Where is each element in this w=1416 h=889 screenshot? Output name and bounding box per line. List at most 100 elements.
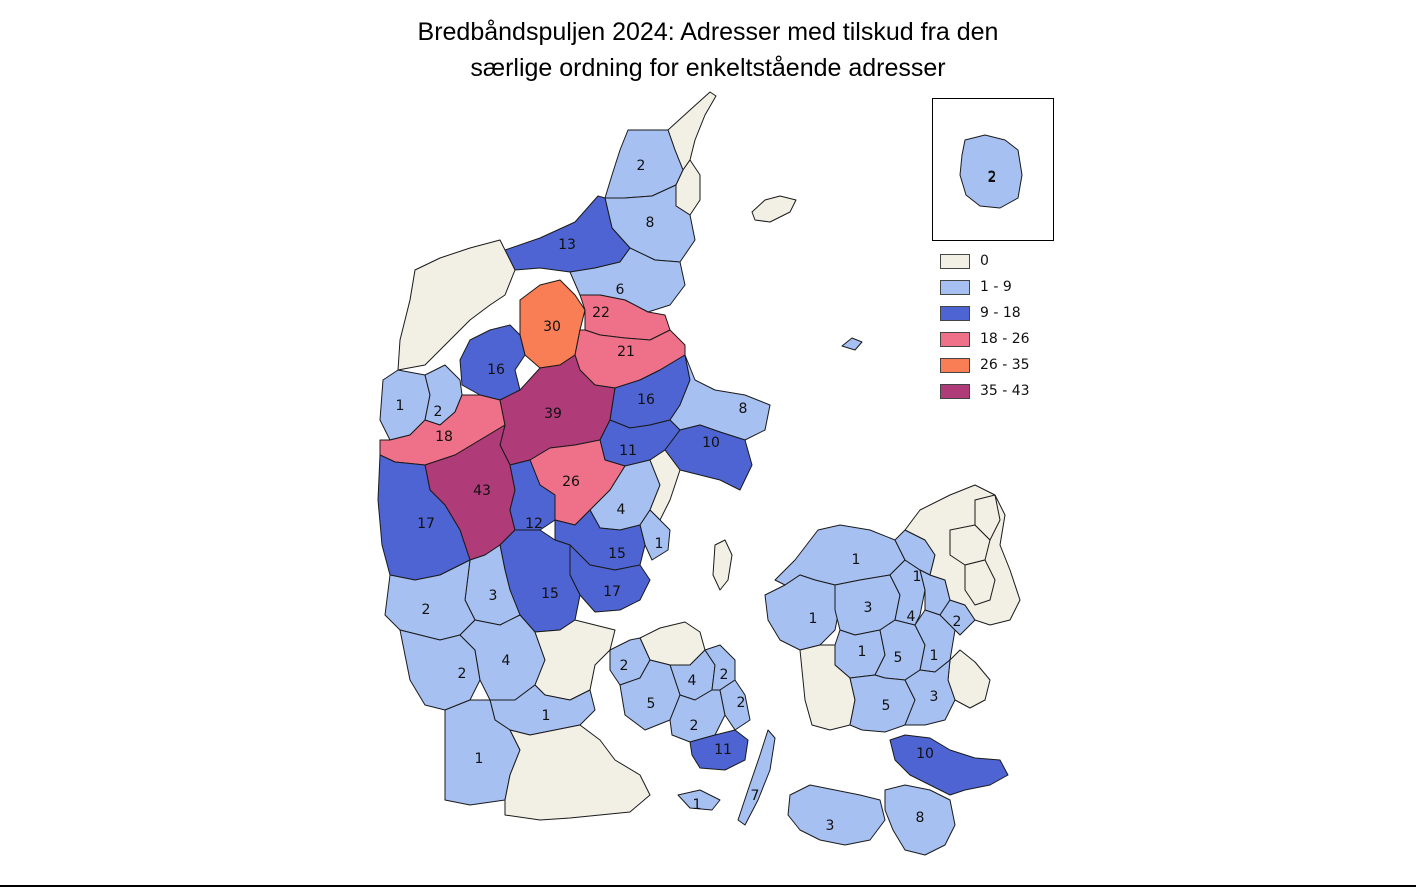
region-count-label: 2: [720, 667, 729, 683]
legend-swatch: [940, 253, 970, 269]
region-count-label: 2: [953, 614, 962, 630]
legend-label: 35 - 43: [980, 383, 1030, 399]
island-anholt[interactable]: [841, 337, 863, 351]
region-count-label: 4: [688, 673, 697, 689]
region-zealand-1-west[interactable]: [764, 574, 841, 651]
region-count-label: 1: [396, 398, 405, 414]
legend-swatch: [940, 305, 970, 321]
region-count-label: 8: [646, 215, 655, 231]
region-horsens-neutral[interactable]: [649, 449, 681, 521]
region-count-label: 30: [543, 319, 561, 335]
region-count-label: 15: [541, 586, 559, 602]
region-count-label: 1: [930, 648, 939, 664]
region-count-label: 1: [475, 751, 484, 767]
region-funen-2-east[interactable]: [719, 679, 751, 731]
region-count-label: 4: [502, 653, 511, 669]
region-2-sw[interactable]: [399, 629, 481, 711]
island-laeso[interactable]: [751, 195, 797, 223]
region-count-label: 12: [525, 516, 543, 532]
region-count-label: 39: [544, 406, 562, 422]
title-line-1: Bredbåndspuljen 2024: Adresser med tilsk…: [417, 18, 999, 46]
region-3-lolland[interactable]: [787, 784, 886, 846]
region-count-label: 4: [907, 609, 916, 625]
region-10-mon[interactable]: [889, 734, 1009, 796]
region-count-label: 1: [693, 797, 702, 813]
region-kolding-neutral[interactable]: [534, 619, 616, 701]
region-count-label: 17: [417, 516, 435, 532]
region-count-label: 8: [916, 810, 925, 826]
region-capital-c[interactable]: [974, 494, 1001, 541]
region-11-svendborg[interactable]: [689, 729, 749, 771]
region-count-label: 11: [619, 443, 637, 459]
region-count-label: 15: [608, 546, 626, 562]
legend-item: 35 - 43: [940, 378, 1030, 404]
legend-item: 9 - 18: [940, 300, 1030, 326]
region-count-label: 18: [435, 429, 453, 445]
region-count-label: 2: [458, 666, 467, 682]
region-count-label: 2: [737, 695, 746, 711]
region-1-aero[interactable]: [677, 789, 721, 811]
legend-item: 1 - 9: [940, 274, 1030, 300]
region-count-label: 3: [864, 600, 873, 616]
region-capital-b[interactable]: [964, 559, 996, 606]
legend-swatch: [940, 357, 970, 373]
legend: 0 1 - 9 9 - 18 18 - 26 26 - 35 35 - 43: [940, 248, 1030, 404]
region-16-west[interactable]: [459, 324, 526, 401]
region-8-falster[interactable]: [884, 784, 956, 856]
title-line-2: særlige ordning for enkeltstående adress…: [470, 54, 946, 82]
region-count-label: 2: [422, 602, 431, 618]
region-count-label: 2: [690, 718, 699, 734]
region-count-label: 11: [714, 742, 732, 758]
legend-swatch: [940, 383, 970, 399]
region-count-label: 10: [702, 435, 720, 451]
region-count-label: 2: [620, 658, 629, 674]
region-count-label: 7: [751, 788, 760, 804]
region-count-label: 5: [894, 650, 903, 666]
region-count-label: 13: [558, 237, 576, 253]
region-1-east[interactable]: [639, 509, 671, 561]
legend-item: 0: [940, 248, 1030, 274]
region-count-label: 2: [434, 404, 443, 420]
region-count-label: 2: [637, 158, 646, 174]
legend-label: 1 - 9: [980, 279, 1012, 295]
legend-label: 0: [980, 253, 989, 269]
region-count-label: 8: [739, 401, 748, 417]
region-count-label: 1: [542, 708, 551, 724]
region-count-label: 6: [616, 282, 625, 298]
region-count-label: 3: [489, 588, 498, 604]
region-thy[interactable]: [397, 239, 516, 371]
region-count-label: 16: [487, 362, 505, 378]
legend-swatch: [940, 279, 970, 295]
region-count-label: 1: [852, 552, 861, 568]
region-count-label: 22: [592, 305, 610, 321]
legend-item: 18 - 26: [940, 326, 1030, 352]
region-sonderborg-neutral[interactable]: [504, 724, 651, 821]
region-count-label: 2: [988, 169, 997, 185]
map-title: Bredbåndspuljen 2024: Adresser med tilsk…: [0, 14, 1416, 86]
region-count-label: 43: [473, 483, 491, 499]
legend-swatch: [940, 331, 970, 347]
region-7-langeland[interactable]: [737, 729, 776, 826]
region-count-label: 3: [930, 689, 939, 705]
region-count-label: 16: [637, 392, 655, 408]
region-count-label: 4: [617, 502, 626, 518]
island-samso[interactable]: [712, 539, 733, 591]
region-12[interactable]: [509, 459, 556, 531]
legend-label: 18 - 26: [980, 331, 1030, 347]
legend-label: 9 - 18: [980, 305, 1021, 321]
legend-label: 26 - 35: [980, 357, 1030, 373]
legend-item: 26 - 35: [940, 352, 1030, 378]
region-count-label: 1: [913, 569, 922, 585]
island-bornholm[interactable]: [959, 134, 1023, 209]
region-count-label: 1: [858, 644, 867, 660]
region-count-label: 26: [562, 474, 580, 490]
region-count-label: 5: [882, 698, 891, 714]
bottom-divider: [0, 885, 1416, 887]
region-count-label: 17: [603, 584, 621, 600]
region-zealand-3-south[interactable]: [904, 659, 956, 726]
region-count-label: 3: [826, 818, 835, 834]
region-count-label: 1: [809, 611, 818, 627]
region-count-label: 5: [647, 696, 656, 712]
